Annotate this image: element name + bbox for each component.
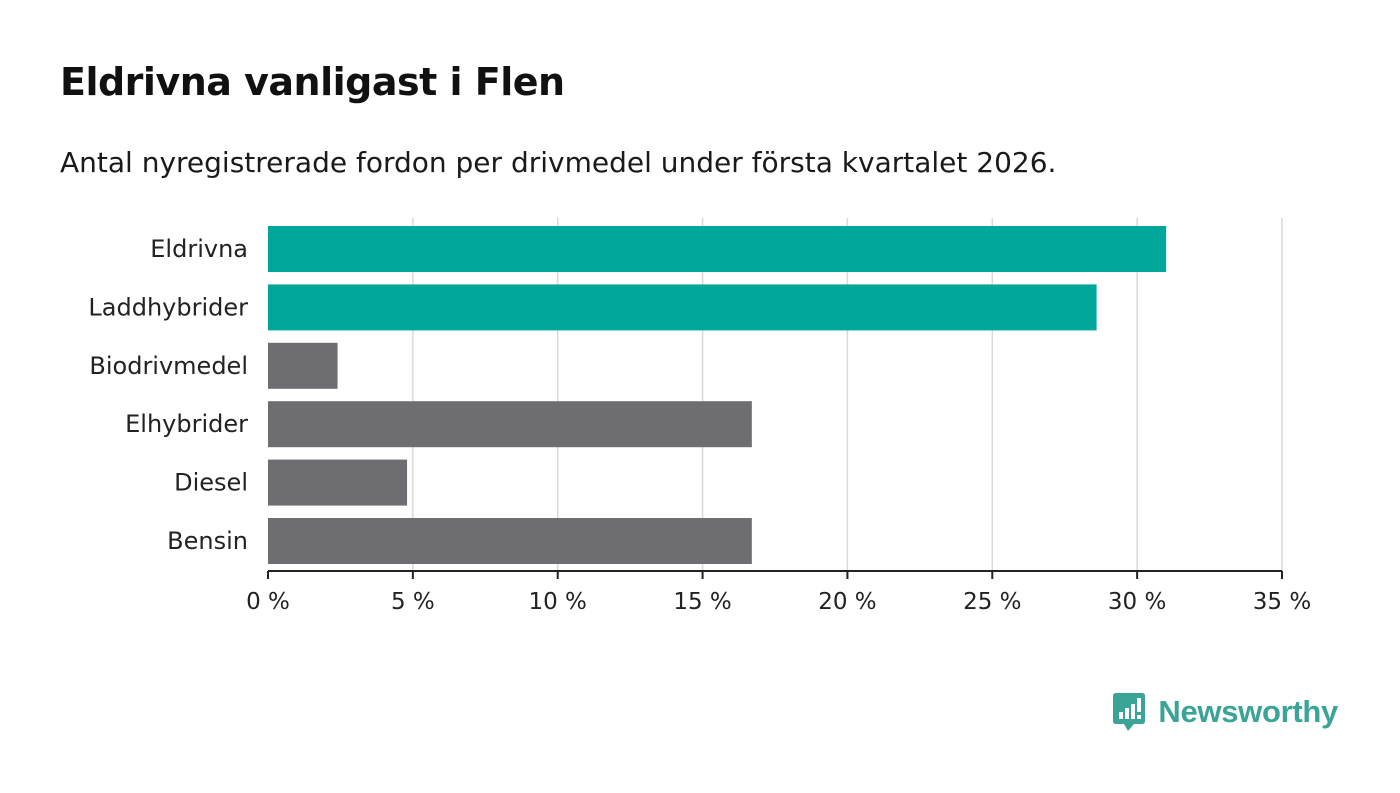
x-tick-label: 0 %	[246, 589, 290, 615]
brand-name: Newsworthy	[1158, 694, 1338, 729]
chart-title: Eldrivna vanligast i Flen	[60, 60, 565, 104]
bar-eldrivna	[268, 226, 1167, 272]
category-label: Laddhybrider	[88, 293, 248, 321]
x-tick-label: 25 %	[963, 589, 1021, 615]
category-label: Eldrivna	[150, 235, 248, 263]
category-label: Biodrivmedel	[89, 352, 248, 380]
bar-laddhybrider	[268, 284, 1097, 331]
brand-logo: Newsworthy	[1112, 692, 1338, 732]
bar-elhybrider	[268, 401, 752, 448]
x-axis: 0 % 5 % 10 % 15 % 20 % 25 % 30 % 35 %	[246, 570, 1311, 615]
bar-diesel	[268, 459, 408, 506]
x-tick-label: 30 %	[1108, 589, 1166, 615]
grid-lines	[412, 218, 1283, 571]
x-tick-label: 20 %	[818, 589, 876, 615]
bars	[268, 226, 1167, 564]
bar-biodrivmedel	[268, 342, 338, 389]
chart-subtitle: Antal nyregistrerade fordon per drivmede…	[60, 146, 1057, 179]
x-tick-label: 10 %	[528, 589, 586, 615]
x-tick-label: 35 %	[1253, 589, 1311, 615]
x-tick-label: 5 %	[391, 589, 435, 615]
category-label: Elhybrider	[125, 410, 248, 438]
category-label: Diesel	[174, 469, 248, 497]
x-tick-label: 15 %	[673, 589, 731, 615]
bar-bensin	[268, 518, 752, 564]
category-label: Bensin	[167, 527, 248, 555]
newsworthy-logo-icon	[1113, 693, 1146, 731]
category-labels: Eldrivna Laddhybrider Biodrivmedel Elhybrid…	[88, 235, 248, 555]
bar-chart: 0 % 5 % 10 % 15 % 20 % 25 % 30 % 35 % Eldrivna L…	[88, 218, 1311, 615]
